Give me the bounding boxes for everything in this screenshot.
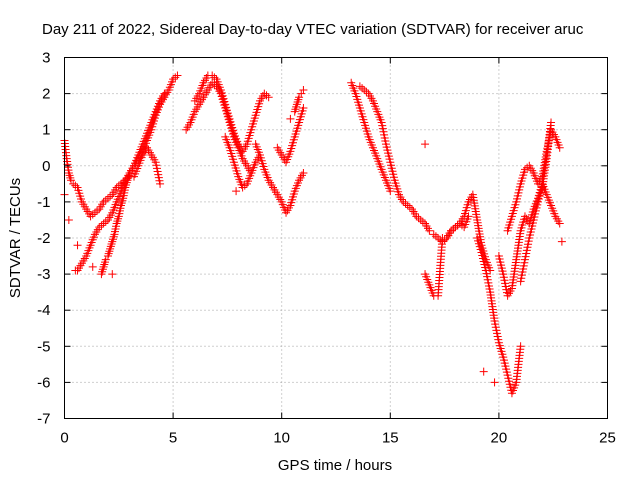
data-point	[90, 208, 99, 217]
series-arc-13	[421, 212, 473, 300]
data-point	[451, 223, 460, 232]
series-arc-7	[221, 132, 264, 192]
y-tick-label: 3	[42, 50, 50, 67]
ticks-layer	[64, 57, 608, 419]
data-point	[299, 169, 308, 178]
series-arc-9	[273, 104, 308, 167]
data-point	[421, 140, 430, 149]
data-point	[401, 199, 410, 208]
x-tick-label: 0	[60, 430, 68, 447]
y-tick-label: 2	[42, 86, 50, 103]
data-point	[429, 230, 438, 239]
y-tick-label: -7	[37, 411, 50, 428]
y-tick-label: -6	[37, 374, 50, 391]
y-tick-label: -3	[37, 266, 50, 283]
data-point	[547, 118, 556, 127]
series-arc-15	[473, 234, 525, 398]
x-tick-label: 20	[491, 430, 508, 447]
series-arc-8	[251, 140, 308, 217]
data-point	[299, 104, 308, 113]
series-arc-12	[355, 82, 434, 235]
data-point	[479, 367, 488, 376]
data-point	[101, 196, 110, 205]
y-tick-label: -4	[37, 302, 50, 319]
series-arc-4	[130, 143, 165, 188]
data-point	[453, 221, 462, 230]
data-point	[355, 82, 364, 91]
data-point	[88, 262, 97, 271]
data-point	[360, 85, 369, 94]
series-arc-18	[516, 118, 556, 286]
data-point	[516, 342, 525, 351]
data-point	[73, 241, 82, 250]
x-tick-label: 25	[599, 430, 616, 447]
data-point	[449, 224, 458, 233]
data-point	[555, 143, 564, 152]
data-point	[555, 219, 564, 228]
data-point	[101, 217, 110, 226]
data-point	[403, 201, 412, 210]
data-point	[358, 84, 367, 93]
y-tick-label: 1	[42, 122, 50, 139]
series-arc-16	[494, 179, 564, 300]
data-point	[93, 206, 102, 215]
data-point	[108, 270, 117, 279]
data-point	[173, 71, 182, 80]
data-point	[418, 217, 427, 226]
data-point	[106, 192, 115, 201]
data-point	[286, 114, 295, 123]
x-tick-label: 10	[273, 430, 290, 447]
data-point	[103, 194, 112, 203]
x-axis-label: GPS time / hours	[278, 457, 392, 474]
data-point	[156, 179, 165, 188]
y-tick-label: -5	[37, 338, 50, 355]
data-point	[99, 219, 108, 228]
y-tick-label: -1	[37, 194, 50, 211]
data-point	[414, 214, 423, 223]
data-point	[557, 237, 566, 246]
data-point	[416, 215, 425, 224]
chart-title: Day 211 of 2022, Sidereal Day-to-day VTE…	[42, 21, 584, 38]
y-tick-label: 0	[42, 158, 50, 175]
series-arc-11	[347, 78, 395, 196]
x-tick-label: 5	[169, 430, 177, 447]
y-axis-label: SDTVAR / TECUs	[7, 178, 24, 298]
data-point	[405, 203, 414, 212]
data-point	[425, 226, 434, 235]
series-arc-6	[190, 71, 273, 156]
data-point	[232, 187, 241, 196]
data-point	[431, 232, 440, 241]
data-points-layer	[60, 71, 566, 398]
data-point	[299, 85, 308, 94]
data-point	[362, 87, 371, 96]
tick-labels-layer: -7 -6 -5 -4 -3 -2 -1 0 1 2 3 0 5 10 15 20 25	[37, 50, 616, 447]
x-tick-label: 15	[382, 430, 399, 447]
series-arc-10	[290, 85, 308, 116]
data-point	[386, 187, 395, 196]
data-point	[264, 93, 273, 102]
data-point	[97, 221, 106, 230]
data-point	[64, 215, 73, 224]
data-point	[160, 89, 169, 98]
data-point	[490, 378, 499, 387]
series-isolated-points	[60, 114, 566, 387]
series-arc-3	[97, 89, 169, 279]
y-tick-label: -2	[37, 230, 50, 247]
